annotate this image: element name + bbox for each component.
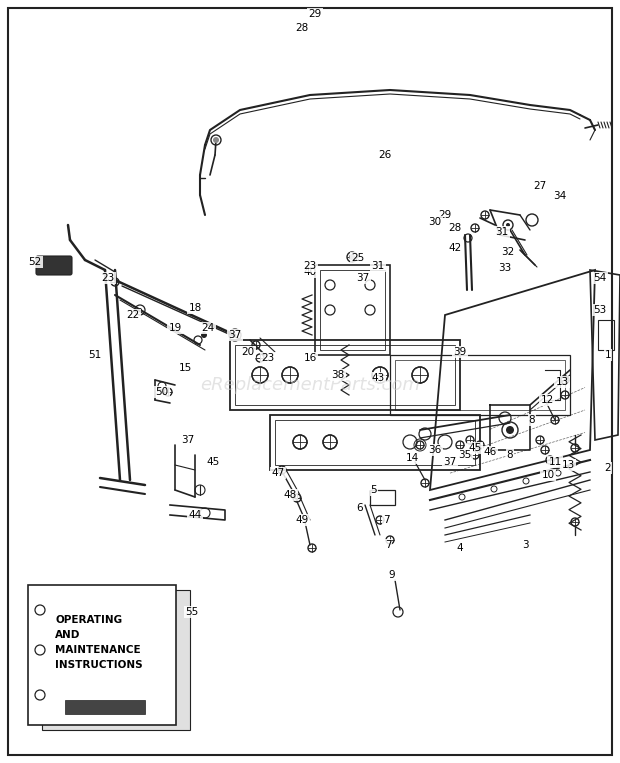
Text: 3: 3 (521, 540, 528, 550)
Text: 29: 29 (438, 210, 451, 220)
Text: 7: 7 (383, 515, 389, 525)
Text: 55: 55 (185, 607, 198, 617)
Text: 32: 32 (502, 247, 515, 257)
FancyBboxPatch shape (36, 256, 72, 275)
Circle shape (506, 223, 510, 227)
Text: 45: 45 (206, 457, 219, 467)
Text: 47: 47 (272, 468, 285, 478)
Circle shape (138, 308, 142, 312)
Text: 30: 30 (428, 217, 441, 227)
Text: 37: 37 (228, 330, 242, 340)
Text: 6: 6 (356, 503, 363, 513)
Text: 23: 23 (262, 353, 275, 363)
Text: 13: 13 (561, 460, 575, 470)
Bar (598, 320, 614, 350)
Text: 37: 37 (182, 435, 195, 445)
Text: 35: 35 (458, 450, 472, 460)
Text: 50: 50 (156, 387, 169, 397)
Text: 27: 27 (533, 181, 547, 191)
Text: 2: 2 (604, 463, 611, 473)
Text: INSTRUCTIONS: INSTRUCTIONS (55, 660, 143, 670)
Text: 7: 7 (384, 540, 391, 550)
Circle shape (201, 332, 207, 338)
Bar (65, 700, 145, 714)
Circle shape (506, 426, 514, 434)
Text: OPERATING: OPERATING (55, 615, 122, 625)
Text: 16: 16 (303, 353, 317, 363)
Bar (390, 355, 570, 415)
Bar (42, 590, 190, 730)
Bar (395, 360, 565, 410)
Text: 10: 10 (541, 470, 554, 480)
Text: 51: 51 (89, 350, 102, 360)
Text: 48: 48 (283, 490, 296, 500)
Bar (315, 265, 390, 355)
Text: 40: 40 (303, 267, 317, 277)
Text: 52: 52 (29, 257, 42, 267)
Text: 49: 49 (295, 515, 309, 525)
Text: 28: 28 (448, 223, 462, 233)
Text: 1: 1 (604, 350, 611, 360)
Text: 9: 9 (389, 570, 396, 580)
Text: 23: 23 (303, 261, 317, 271)
Text: 22: 22 (126, 310, 140, 320)
Text: 39: 39 (453, 347, 467, 357)
Text: 31: 31 (495, 227, 508, 237)
Text: 46: 46 (484, 447, 497, 457)
Text: 42: 42 (448, 243, 462, 253)
Bar (320, 270, 385, 350)
Text: 33: 33 (498, 263, 511, 273)
Text: 8: 8 (507, 450, 513, 460)
Text: 23: 23 (102, 273, 115, 283)
Text: 29: 29 (308, 9, 322, 19)
Text: 14: 14 (405, 453, 419, 463)
Text: 43: 43 (371, 373, 384, 383)
Text: 13: 13 (556, 377, 569, 387)
Text: 19: 19 (169, 323, 182, 333)
Text: 36: 36 (428, 445, 441, 455)
Text: 34: 34 (554, 191, 567, 201)
Text: 20: 20 (241, 347, 255, 357)
Text: 44: 44 (188, 510, 202, 520)
Text: 11: 11 (548, 457, 562, 467)
Text: 31: 31 (371, 261, 384, 271)
Bar (270, 415, 480, 470)
Bar (28, 585, 176, 725)
Text: eReplacementParts.com: eReplacementParts.com (200, 376, 420, 394)
Text: 18: 18 (188, 303, 202, 313)
Circle shape (213, 137, 219, 143)
Text: 28: 28 (295, 23, 309, 33)
Text: 4: 4 (457, 543, 463, 553)
Text: 37: 37 (356, 273, 370, 283)
Text: 37: 37 (443, 457, 456, 467)
Text: 54: 54 (593, 273, 606, 283)
Text: 5: 5 (371, 485, 378, 495)
Bar (230, 340, 460, 410)
Text: 26: 26 (378, 150, 392, 160)
Bar (275, 420, 475, 465)
Bar (235, 345, 455, 405)
Circle shape (349, 254, 355, 260)
Text: 12: 12 (541, 395, 554, 405)
Text: 8: 8 (529, 415, 535, 425)
Text: 15: 15 (179, 363, 192, 373)
Text: 25: 25 (352, 253, 365, 263)
Bar (370, 490, 395, 505)
Text: 45: 45 (468, 443, 482, 453)
Text: 53: 53 (593, 305, 606, 315)
Text: 38: 38 (331, 370, 345, 380)
Text: MAINTENANCE: MAINTENANCE (55, 645, 141, 655)
Text: AND: AND (55, 630, 81, 640)
Text: 24: 24 (202, 323, 215, 333)
